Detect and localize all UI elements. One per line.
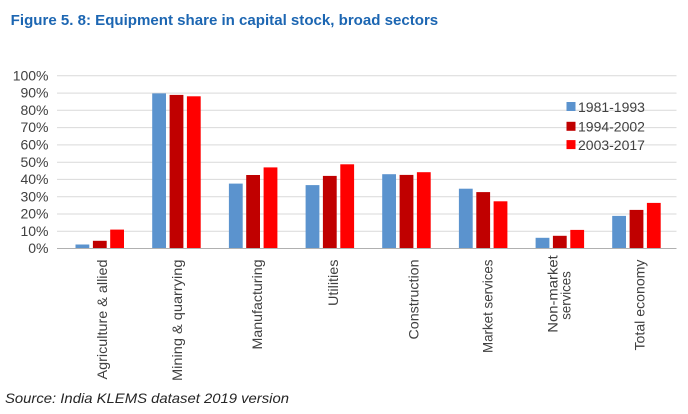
svg-text:80%: 80% — [20, 102, 48, 118]
svg-text:100%: 100% — [13, 67, 49, 83]
svg-text:1981-1993: 1981-1993 — [578, 99, 645, 115]
svg-text:Figure 5. 8: Equipment share i: Figure 5. 8: Equipment share in capital … — [11, 12, 439, 29]
svg-text:0%: 0% — [28, 240, 48, 256]
svg-text:70%: 70% — [20, 119, 48, 135]
svg-text:1994-2002: 1994-2002 — [578, 119, 645, 135]
svg-text:40%: 40% — [20, 171, 48, 187]
svg-text:2003-2017: 2003-2017 — [578, 137, 645, 153]
svg-text:Manufacturing: Manufacturing — [249, 260, 265, 350]
svg-text:30%: 30% — [20, 188, 48, 204]
svg-text:Non-market: Non-market — [545, 255, 561, 333]
svg-text:Market services: Market services — [479, 260, 495, 354]
svg-text:50%: 50% — [20, 154, 48, 170]
svg-text:services: services — [557, 271, 573, 320]
svg-text:Construction: Construction — [405, 260, 421, 340]
svg-text:Agriculture & allied: Agriculture & allied — [94, 260, 110, 380]
svg-text:20%: 20% — [20, 206, 48, 222]
svg-text:Total economy: Total economy — [631, 260, 647, 351]
svg-text:10%: 10% — [20, 223, 48, 239]
svg-text:90%: 90% — [20, 85, 48, 101]
svg-text:Source: India KLEMS dataset 20: Source: India KLEMS dataset 2019 version — [5, 390, 289, 406]
svg-text:Utilities: Utilities — [325, 260, 341, 307]
svg-text:Mining & quarrying: Mining & quarrying — [169, 260, 185, 382]
svg-text:60%: 60% — [20, 137, 48, 153]
